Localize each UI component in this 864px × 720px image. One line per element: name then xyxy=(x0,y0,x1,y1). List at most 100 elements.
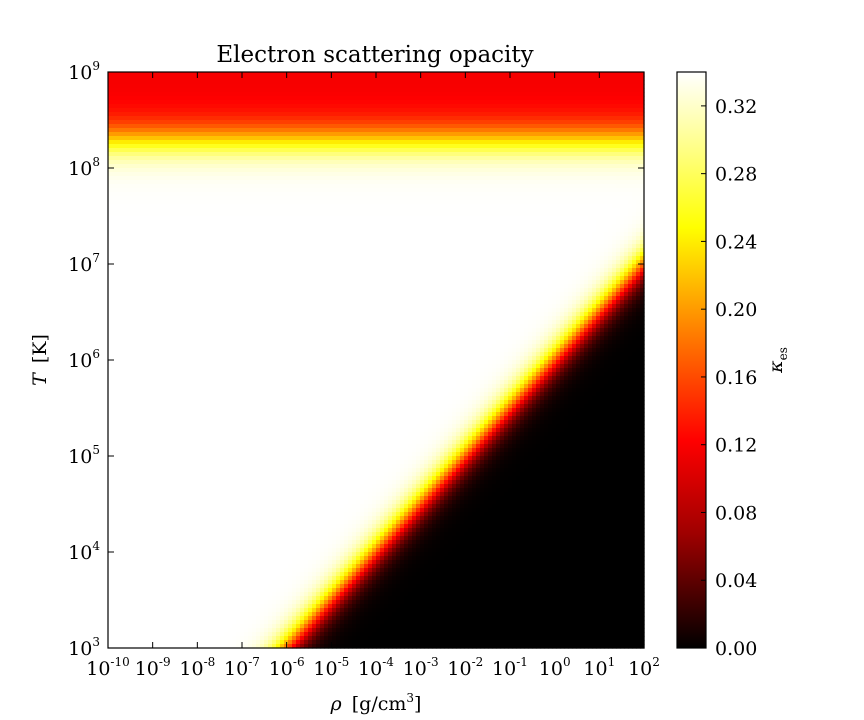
heatmap-cell xyxy=(484,100,489,105)
heatmap-cell xyxy=(120,96,125,101)
heatmap-cell xyxy=(624,176,629,181)
heatmap-cell xyxy=(592,204,597,209)
heatmap-cell xyxy=(388,156,393,161)
heatmap-cell xyxy=(616,168,621,173)
heatmap-cell xyxy=(500,164,505,169)
heatmap-cell xyxy=(356,136,361,141)
heatmap-cell xyxy=(356,108,361,113)
heatmap-cell xyxy=(352,180,357,185)
heatmap-cell xyxy=(292,160,297,165)
heatmap-cell xyxy=(300,196,305,201)
heatmap-cell xyxy=(548,188,553,193)
heatmap-cell xyxy=(412,160,417,165)
heatmap-cell xyxy=(620,196,625,201)
heatmap-cell xyxy=(216,120,221,125)
heatmap-cell xyxy=(184,116,189,121)
heatmap-cell xyxy=(264,184,269,189)
heatmap-cell xyxy=(552,152,557,157)
heatmap-cell xyxy=(600,100,605,105)
heatmap-cell xyxy=(188,132,193,137)
heatmap-cell xyxy=(636,112,641,117)
heatmap-cell xyxy=(160,220,165,225)
heatmap-cell xyxy=(244,216,249,221)
heatmap-cell xyxy=(224,72,229,77)
heatmap-cell xyxy=(628,176,633,181)
heatmap-cell xyxy=(484,132,489,137)
heatmap-cell xyxy=(604,96,609,101)
heatmap-cell xyxy=(284,156,289,161)
heatmap-cell xyxy=(352,104,357,109)
heatmap-cell xyxy=(640,188,645,193)
heatmap-cell xyxy=(440,176,445,181)
heatmap-cell xyxy=(624,168,629,173)
heatmap-cell xyxy=(572,120,577,125)
heatmap-cell xyxy=(596,92,601,97)
heatmap-cell xyxy=(592,88,597,93)
heatmap-cell xyxy=(428,112,433,117)
heatmap-cell xyxy=(388,80,393,85)
heatmap-cell xyxy=(432,152,437,157)
heatmap-cell xyxy=(544,152,549,157)
heatmap-cell xyxy=(500,148,505,153)
heatmap-cell xyxy=(340,88,345,93)
heatmap-cell xyxy=(404,136,409,141)
heatmap-cell xyxy=(320,208,325,213)
heatmap-cell xyxy=(452,172,457,177)
heatmap-cell xyxy=(112,204,117,209)
heatmap-cell xyxy=(376,208,381,213)
heatmap-cell xyxy=(168,168,173,173)
heatmap-cell xyxy=(364,104,369,109)
heatmap-cell xyxy=(284,136,289,141)
heatmap-cell xyxy=(420,156,425,161)
heatmap-cell xyxy=(108,84,113,89)
heatmap-cell xyxy=(456,80,461,85)
heatmap-cell xyxy=(296,88,301,93)
heatmap-cell xyxy=(288,148,293,153)
heatmap-cell xyxy=(604,84,609,89)
heatmap-cell xyxy=(568,168,573,173)
heatmap-cell xyxy=(384,116,389,121)
heatmap-cell xyxy=(140,168,145,173)
heatmap-cell xyxy=(260,192,265,197)
heatmap-cell xyxy=(124,164,129,169)
heatmap-cell xyxy=(508,160,513,165)
heatmap-cell xyxy=(360,168,365,173)
heatmap-cell xyxy=(248,144,253,149)
heatmap-cell xyxy=(316,128,321,133)
heatmap-cell xyxy=(324,180,329,185)
heatmap-cell xyxy=(280,160,285,165)
heatmap-cell xyxy=(180,172,185,177)
heatmap-cell xyxy=(212,160,217,165)
heatmap-cell xyxy=(528,120,533,125)
heatmap-cell xyxy=(296,108,301,113)
heatmap-cell xyxy=(236,196,241,201)
heatmap-cell xyxy=(424,156,429,161)
heatmap-cell xyxy=(556,196,561,201)
heatmap-cell xyxy=(416,172,421,177)
heatmap-cell xyxy=(404,188,409,193)
heatmap-cell xyxy=(520,196,525,201)
heatmap-cell xyxy=(284,168,289,173)
heatmap-cell xyxy=(256,208,261,213)
heatmap-cell xyxy=(416,76,421,81)
heatmap-cell xyxy=(376,96,381,101)
heatmap-cell xyxy=(208,184,213,189)
heatmap-cell xyxy=(372,156,377,161)
heatmap-cell xyxy=(180,188,185,193)
heatmap-cell xyxy=(352,144,357,149)
heatmap-cell xyxy=(388,88,393,93)
heatmap-cell xyxy=(272,148,277,153)
heatmap-cell xyxy=(160,180,165,185)
heatmap-cell xyxy=(476,200,481,205)
heatmap-cell xyxy=(604,184,609,189)
heatmap-cell xyxy=(336,120,341,125)
heatmap-cell xyxy=(108,188,113,193)
heatmap-cell xyxy=(548,176,553,181)
heatmap-cell xyxy=(560,108,565,113)
heatmap-cell xyxy=(544,108,549,113)
heatmap-cell xyxy=(548,160,553,165)
heatmap-cell xyxy=(292,96,297,101)
heatmap-cell xyxy=(184,176,189,181)
heatmap-cell xyxy=(280,192,285,197)
heatmap-cell xyxy=(216,84,221,89)
